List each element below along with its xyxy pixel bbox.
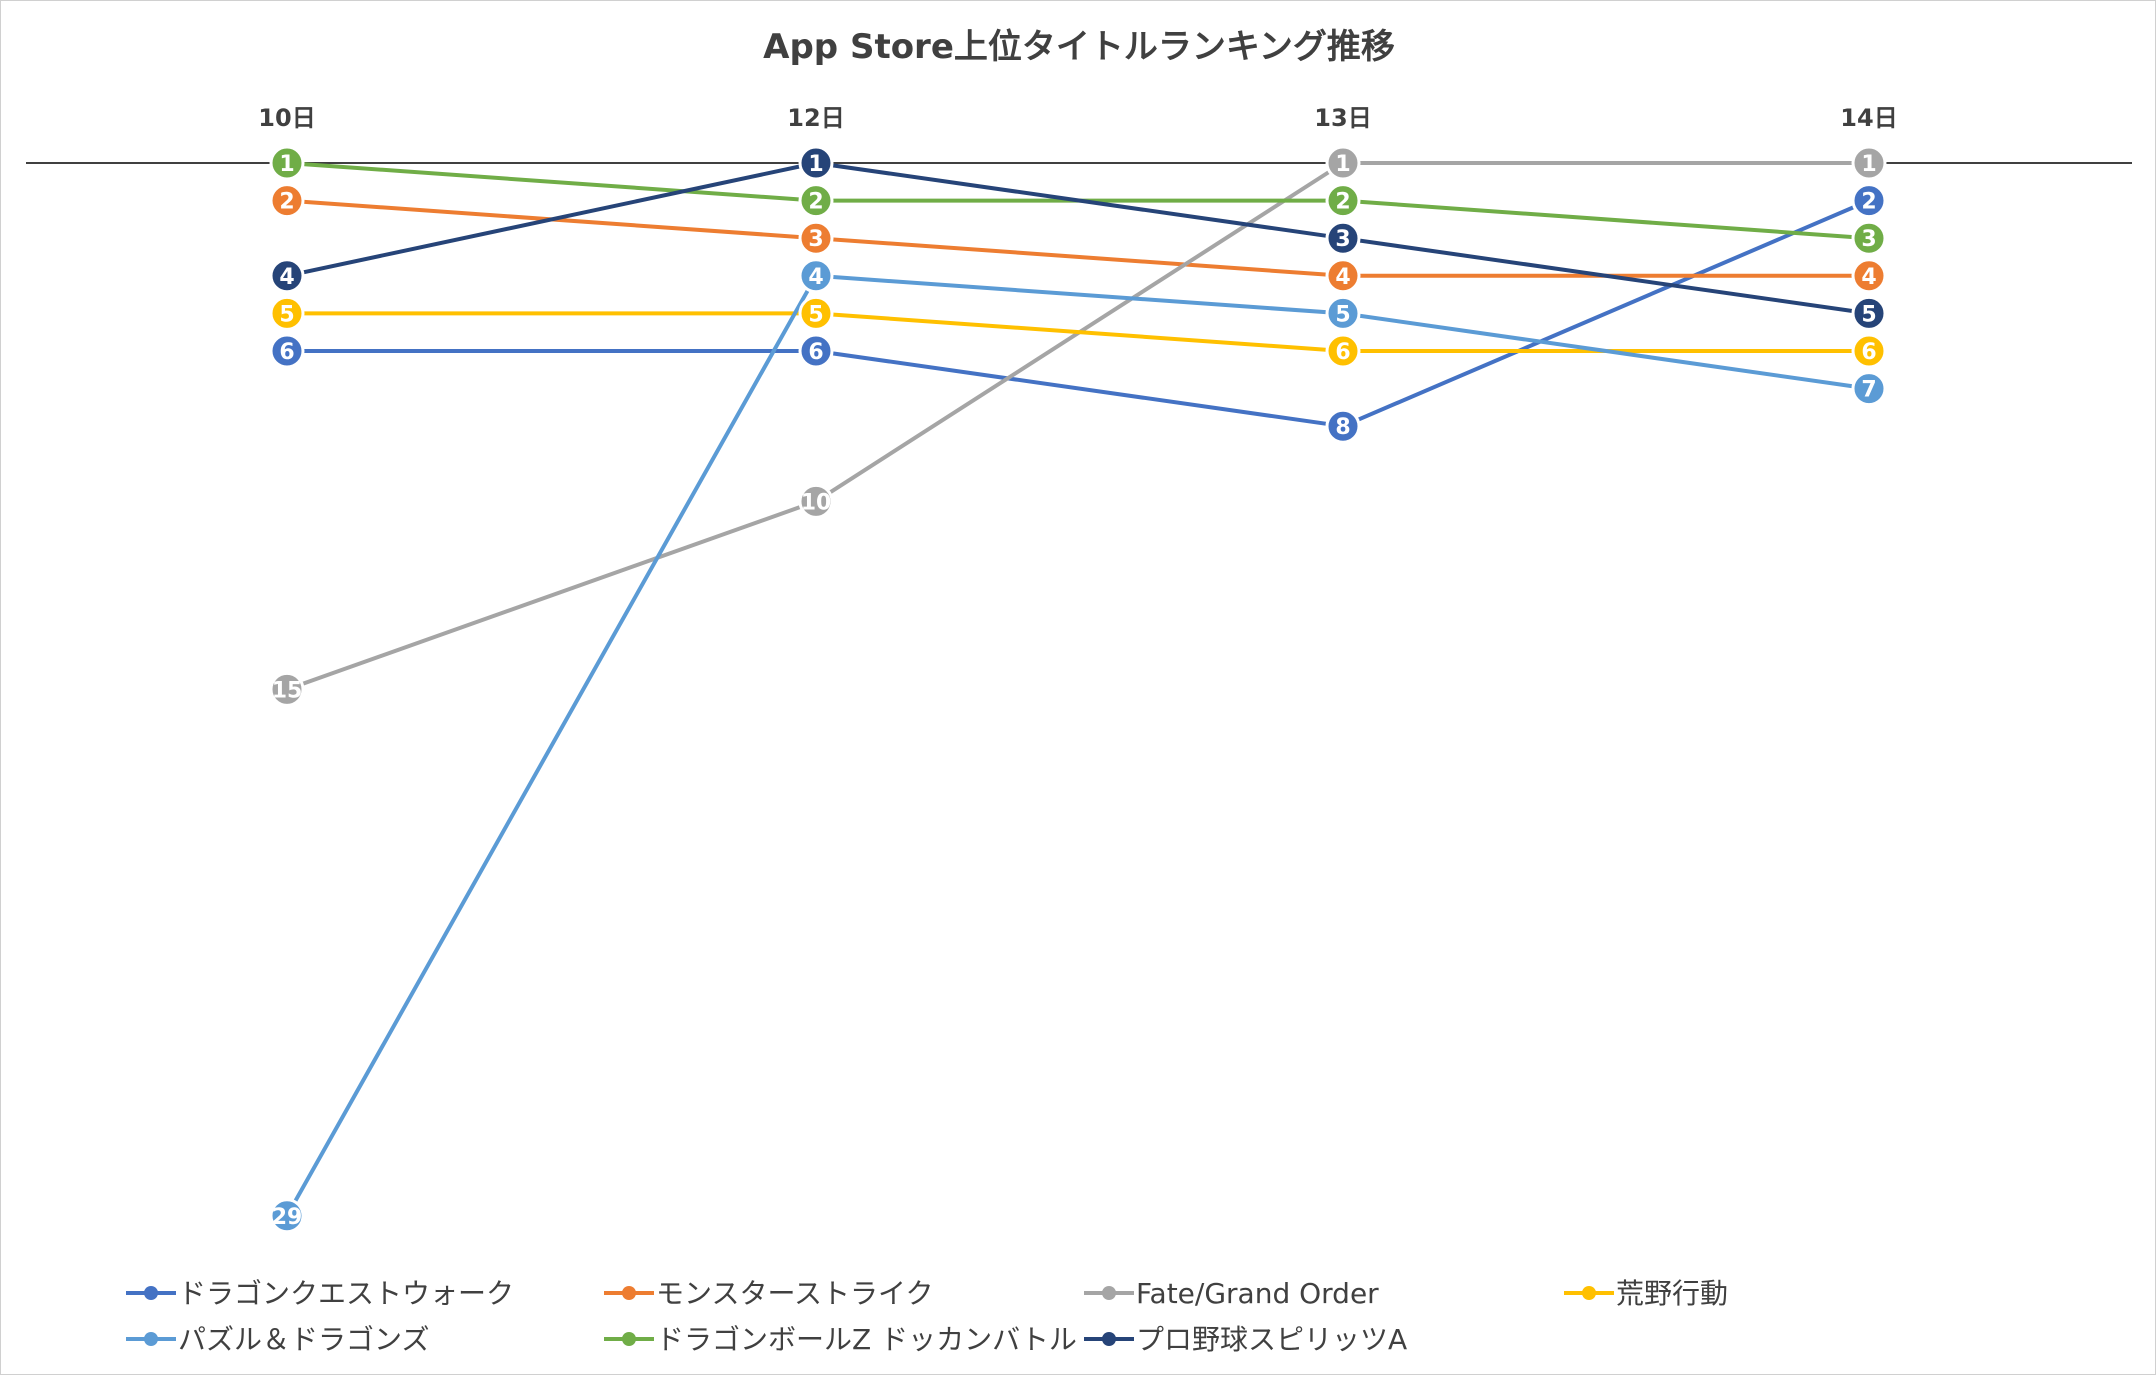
series-lines (285, 161, 1870, 1217)
legend-marker (1102, 1332, 1116, 1346)
data-point (269, 258, 305, 294)
data-label: 29 (272, 1205, 303, 1230)
data-point (1325, 145, 1361, 181)
x-axis-ticks: 10日 12日 13日 14日 (258, 104, 1897, 132)
data-point (798, 220, 834, 256)
data-point (1325, 333, 1361, 369)
data-point (1851, 295, 1887, 331)
data-point (798, 183, 834, 219)
data-label: 1 (279, 152, 294, 177)
legend-marker (622, 1286, 636, 1300)
data-point (1851, 220, 1887, 256)
legend-label: パズル＆ドラゴンズ (178, 1323, 429, 1356)
data-label: 6 (1861, 340, 1876, 365)
data-point (1851, 145, 1887, 181)
data-label: 8 (1335, 415, 1350, 440)
data-point (269, 145, 305, 181)
legend-item: 荒野行動 (1564, 1277, 1728, 1310)
data-point (1851, 371, 1887, 407)
data-label: 6 (1335, 340, 1350, 365)
data-point (1851, 333, 1887, 369)
data-point (269, 183, 305, 219)
data-point (269, 295, 305, 331)
data-label: 2 (808, 190, 823, 215)
x-tick-label: 14日 (1840, 104, 1897, 132)
x-tick-label: 10日 (258, 104, 315, 132)
data-point (798, 145, 834, 181)
series-line (286, 161, 1870, 316)
legend-item: パズル＆ドラゴンズ (126, 1323, 429, 1356)
x-tick-label: 12日 (787, 104, 844, 132)
series-line (287, 311, 1869, 353)
legend-label: プロ野球スピリッツA (1136, 1323, 1407, 1356)
data-label: 1 (1335, 152, 1350, 177)
series-line (287, 198, 1870, 429)
data-label: 7 (1861, 378, 1876, 403)
data-label: 5 (1335, 302, 1350, 327)
data-point (269, 1198, 305, 1234)
legend-marker (1102, 1286, 1116, 1300)
legend-marker (144, 1332, 158, 1346)
data-label: 4 (279, 265, 294, 290)
series-line (285, 273, 1870, 1217)
data-point (1325, 258, 1361, 294)
data-label: 3 (1861, 227, 1876, 252)
legend-item: Fate/Grand Order (1084, 1277, 1379, 1310)
data-point (1851, 183, 1887, 219)
legend-item: ドラゴンクエストウォーク (126, 1277, 514, 1310)
data-label: 2 (1861, 190, 1876, 215)
data-label: 1 (808, 152, 823, 177)
data-label: 6 (279, 340, 294, 365)
legend-label: Fate/Grand Order (1136, 1277, 1379, 1310)
data-label: 5 (808, 302, 823, 327)
legend-label: モンスターストライク (656, 1277, 933, 1310)
data-label: 6 (808, 340, 823, 365)
data-label: 5 (1861, 302, 1876, 327)
series-line (286, 161, 1869, 692)
legend-item: ドラゴンボールZ ドッカンバトル (604, 1323, 1077, 1356)
chart-title: App Store上位タイトルランキング推移 (763, 27, 1395, 67)
legend-marker (144, 1286, 158, 1300)
data-point (798, 295, 834, 331)
legend-label: 荒野行動 (1616, 1277, 1728, 1310)
data-label: 3 (1335, 227, 1350, 252)
data-point (1851, 258, 1887, 294)
data-point (1325, 220, 1361, 256)
data-point (1325, 295, 1361, 331)
data-label: 10 (801, 490, 832, 515)
data-label: 4 (1335, 265, 1350, 290)
data-point (1325, 408, 1361, 444)
data-label: 2 (279, 190, 294, 215)
legend-label: ドラゴンボールZ ドッカンバトル (656, 1323, 1077, 1356)
data-point (798, 258, 834, 294)
data-label: 3 (808, 227, 823, 252)
data-label: 4 (808, 265, 823, 290)
data-point (798, 333, 834, 369)
data-point (269, 671, 305, 707)
legend-item: プロ野球スピリッツA (1084, 1323, 1407, 1356)
data-point (1325, 183, 1361, 219)
data-label: 2 (1335, 190, 1350, 215)
data-label: 5 (279, 302, 294, 327)
legend-item: モンスターストライク (604, 1277, 933, 1310)
data-label: 15 (272, 678, 303, 703)
legend-marker (1582, 1286, 1596, 1300)
legend: ドラゴンクエストウォーク モンスターストライク Fate/Grand Order 荒野… (126, 1277, 1728, 1356)
data-label: 1 (1861, 152, 1876, 177)
data-point (269, 333, 305, 369)
data-label: 4 (1861, 265, 1876, 290)
legend-marker (622, 1332, 636, 1346)
legend-label: ドラゴンクエストウォーク (178, 1277, 514, 1310)
x-tick-label: 13日 (1314, 104, 1371, 132)
series-line (286, 198, 1869, 278)
data-point (798, 483, 834, 519)
